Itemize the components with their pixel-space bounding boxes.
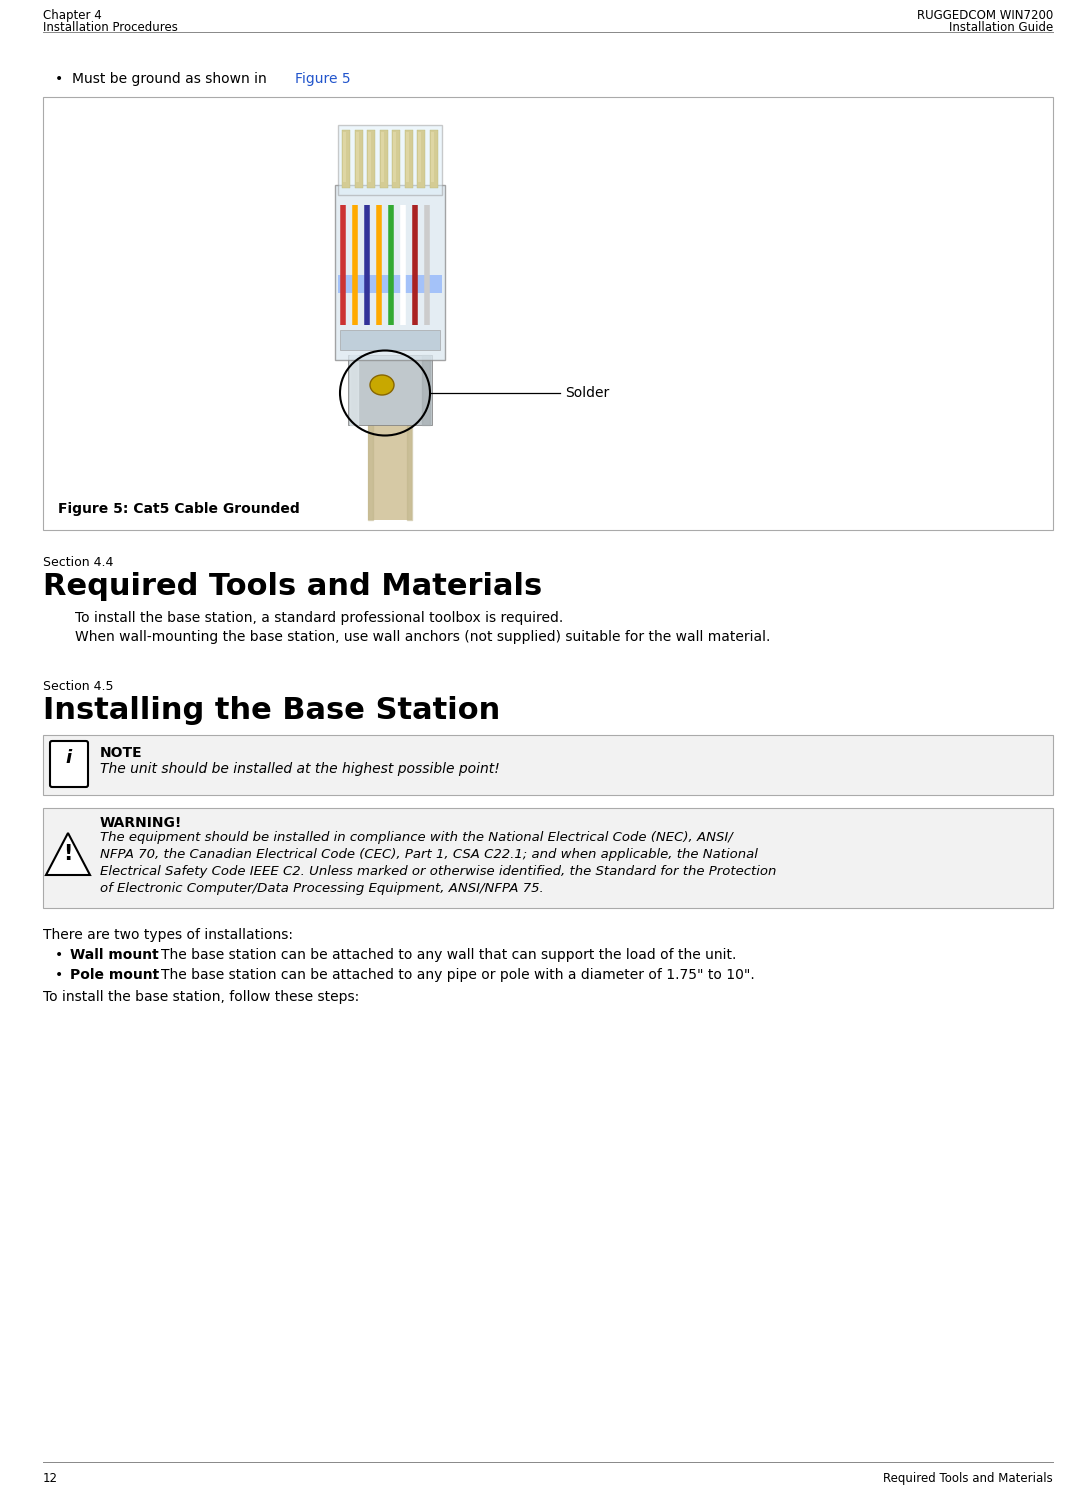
Bar — [368, 132, 371, 183]
Text: •: • — [55, 948, 63, 962]
Bar — [430, 132, 434, 183]
Bar — [379, 130, 387, 188]
Text: NOTE: NOTE — [100, 747, 142, 760]
Bar — [343, 132, 346, 183]
Bar — [338, 275, 442, 293]
Bar — [417, 130, 425, 188]
Bar — [404, 130, 412, 188]
Text: •  Must be ground as shown in: • Must be ground as shown in — [55, 72, 271, 85]
Ellipse shape — [370, 375, 393, 395]
Text: Required Tools and Materials: Required Tools and Materials — [43, 571, 542, 601]
Bar — [368, 414, 412, 521]
Bar — [348, 355, 432, 425]
Bar — [367, 130, 375, 188]
Polygon shape — [46, 833, 90, 875]
Bar — [335, 186, 445, 361]
Bar — [342, 130, 350, 188]
Text: Chapter 4: Chapter 4 — [43, 9, 102, 22]
Bar — [43, 97, 1053, 530]
Text: RUGGEDCOM WIN7200: RUGGEDCOM WIN7200 — [916, 9, 1053, 22]
Bar — [354, 130, 362, 188]
Text: •: • — [55, 968, 63, 981]
Text: Section 4.5: Section 4.5 — [43, 681, 113, 693]
Bar — [43, 735, 1053, 794]
Text: : The base station can be attached to any wall that can support the load of the : : The base station can be attached to an… — [152, 948, 736, 962]
Bar — [380, 132, 384, 183]
Text: Installation Guide: Installation Guide — [949, 21, 1053, 34]
Bar — [393, 132, 396, 183]
Bar — [405, 132, 409, 183]
Text: The equipment should be installed in compliance with the National Electrical Cod: The equipment should be installed in com… — [100, 830, 733, 844]
Bar — [429, 130, 437, 188]
Bar — [338, 126, 442, 194]
Bar — [355, 132, 359, 183]
FancyBboxPatch shape — [50, 741, 88, 787]
Text: There are two types of installations:: There are two types of installations: — [43, 928, 293, 942]
Bar — [392, 130, 400, 188]
Text: To install the base station, a standard professional toolbox is required.: To install the base station, a standard … — [75, 610, 563, 625]
Text: Pole mount: Pole mount — [70, 968, 160, 981]
Text: !: ! — [63, 844, 73, 865]
Text: Section 4.4: Section 4.4 — [43, 557, 113, 568]
Text: WARNING!: WARNING! — [100, 815, 183, 830]
Text: Solder: Solder — [565, 386, 609, 399]
Text: Figure 5: Figure 5 — [295, 72, 351, 85]
Text: To install the base station, follow these steps:: To install the base station, follow thes… — [43, 990, 359, 1004]
Text: Wall mount: Wall mount — [70, 948, 159, 962]
Text: The unit should be installed at the highest possible point!: The unit should be installed at the high… — [100, 761, 500, 776]
Text: NFPA 70, the Canadian Electrical Code (CEC), Part 1, CSA C22.1; and when applica: NFPA 70, the Canadian Electrical Code (C… — [100, 848, 758, 862]
Text: When wall-mounting the base station, use wall anchors (not supplied) suitable fo: When wall-mounting the base station, use… — [75, 630, 771, 643]
Text: Installation Procedures: Installation Procedures — [43, 21, 178, 34]
Text: 12: 12 — [43, 1472, 58, 1486]
Bar — [340, 331, 440, 350]
Text: Installing the Base Station: Installing the Base Station — [43, 696, 500, 726]
Text: Required Tools and Materials: Required Tools and Materials — [884, 1472, 1053, 1486]
Bar — [418, 132, 421, 183]
Text: Figure 5: Cat5 Cable Grounded: Figure 5: Cat5 Cable Grounded — [58, 503, 300, 516]
Text: Electrical Safety Code IEEE C2. Unless marked or otherwise identified, the Stand: Electrical Safety Code IEEE C2. Unless m… — [100, 865, 776, 878]
Text: : The base station can be attached to any pipe or pole with a diameter of 1.75" : : The base station can be attached to an… — [152, 968, 754, 981]
Bar — [43, 808, 1053, 908]
Text: i: i — [66, 749, 72, 767]
Text: of Electronic Computer/Data Processing Equipment, ANSI/NFPA 75.: of Electronic Computer/Data Processing E… — [100, 883, 544, 895]
